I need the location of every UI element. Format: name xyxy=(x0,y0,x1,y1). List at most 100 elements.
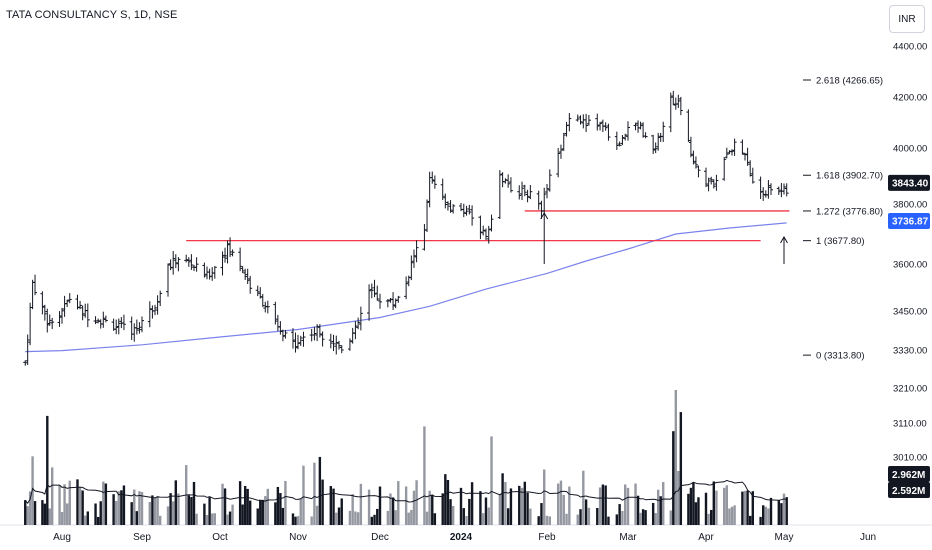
price-tick-label: 3110.00 xyxy=(893,419,927,430)
time-tick-label: 2024 xyxy=(450,532,473,543)
price-tick-label: 3330.00 xyxy=(893,346,927,357)
volume-bar xyxy=(692,482,695,525)
currency-label: INR xyxy=(898,13,916,25)
volume-bar xyxy=(540,503,543,525)
price-tick-label: 3600.00 xyxy=(893,260,927,271)
volume-bar xyxy=(310,516,313,525)
volume-bar xyxy=(169,493,172,525)
volume-bar xyxy=(337,507,341,525)
volume-bar xyxy=(140,492,144,525)
volume-bar xyxy=(689,487,693,525)
last-price-badge: 3843.40 xyxy=(892,179,929,190)
ma-value-badge: 3736.87 xyxy=(892,217,929,228)
volume-bar xyxy=(195,513,198,525)
volume-bar xyxy=(621,510,624,525)
fib-level-label: 1.618 (3902.70) xyxy=(816,171,883,182)
volume-bar xyxy=(764,506,767,525)
volume-bar xyxy=(76,479,79,525)
volume-bar xyxy=(24,500,27,525)
time-tick-label: Sep xyxy=(133,532,151,543)
volume-bar xyxy=(299,498,302,525)
volume-bar xyxy=(159,515,162,525)
volume-bar xyxy=(367,489,371,525)
price-tick-label: 3010.00 xyxy=(893,453,927,464)
fib-level-label: 1 (3677.80) xyxy=(816,236,865,247)
volume-bar xyxy=(86,511,90,525)
volume-bar xyxy=(624,484,627,525)
volume-bar xyxy=(749,515,752,525)
volume-bar xyxy=(172,501,175,525)
chart-title: TATA CONSULTANCY S, 1D, NSE xyxy=(6,9,178,21)
volume-bar xyxy=(192,481,196,525)
volume-bar xyxy=(462,508,465,525)
volume-bar xyxy=(99,501,102,525)
volume-bar xyxy=(687,493,690,525)
volume-bar xyxy=(759,516,762,525)
volume-bar xyxy=(498,493,502,525)
volume-bar xyxy=(479,491,482,525)
volume-bar xyxy=(81,490,84,525)
volume-bar xyxy=(679,412,683,525)
volume-bar xyxy=(548,516,551,525)
fib-level-label: 0 (3313.80) xyxy=(816,351,865,362)
volume-bar xyxy=(433,513,437,525)
volume-bar xyxy=(444,474,447,525)
volume-bar xyxy=(138,491,141,525)
volume-bar xyxy=(94,503,97,525)
volume-bar xyxy=(659,496,662,525)
volume-bar xyxy=(746,490,749,525)
volume-bar xyxy=(246,488,249,525)
volume-bar xyxy=(470,482,474,525)
volume-bar xyxy=(58,485,61,525)
volume-bar xyxy=(518,485,521,525)
volume-bar xyxy=(274,502,277,525)
volume-bar xyxy=(33,501,37,525)
volume-bar xyxy=(228,511,232,525)
volume-bar xyxy=(166,506,170,525)
volume-bar xyxy=(43,503,47,525)
volume-bar xyxy=(256,508,259,525)
volume-bar xyxy=(177,493,180,525)
volume-bar xyxy=(48,508,51,525)
price-tick-label: 4000.00 xyxy=(893,144,927,155)
time-tick-label: Apr xyxy=(698,532,714,543)
volume-bar xyxy=(243,485,247,525)
volume-bar xyxy=(490,436,493,525)
volume-bar xyxy=(725,485,728,525)
volume-bar xyxy=(656,489,660,525)
volume-bar xyxy=(651,502,655,525)
ma-value-badge-bg xyxy=(888,212,930,229)
currency-button[interactable]: INR xyxy=(889,5,925,33)
volume-bar xyxy=(481,513,485,525)
volume-bars xyxy=(24,390,788,525)
volume-bar xyxy=(63,484,66,525)
volume-bar xyxy=(604,485,607,525)
volume-bar xyxy=(562,494,565,525)
volume-bar xyxy=(582,470,585,525)
price-tick-label: 3450.00 xyxy=(893,307,927,318)
volume-bar xyxy=(60,511,64,525)
moving-average xyxy=(25,222,787,353)
volume-bar xyxy=(762,505,765,525)
volume-bar xyxy=(156,495,159,525)
volume-bar xyxy=(208,497,211,525)
volume-bar xyxy=(697,497,700,525)
fib-level-label: 1.272 (3776.80) xyxy=(816,206,883,217)
volume-bar xyxy=(767,508,770,525)
volume-bar xyxy=(712,481,715,525)
volume-bar xyxy=(598,487,602,525)
volume-bar xyxy=(102,481,105,525)
volume-bar xyxy=(501,473,504,525)
volume-bar xyxy=(391,497,395,525)
volume-bar xyxy=(318,456,322,525)
volume-bar xyxy=(284,480,287,525)
volume-bar xyxy=(50,467,54,525)
price-bars xyxy=(23,90,789,366)
volume-bar xyxy=(556,483,560,525)
volume-bar xyxy=(104,483,108,525)
time-tick-label: Nov xyxy=(289,532,307,543)
volume-bar xyxy=(636,495,640,525)
volume-bar xyxy=(28,491,32,525)
volume-bar xyxy=(537,516,540,525)
